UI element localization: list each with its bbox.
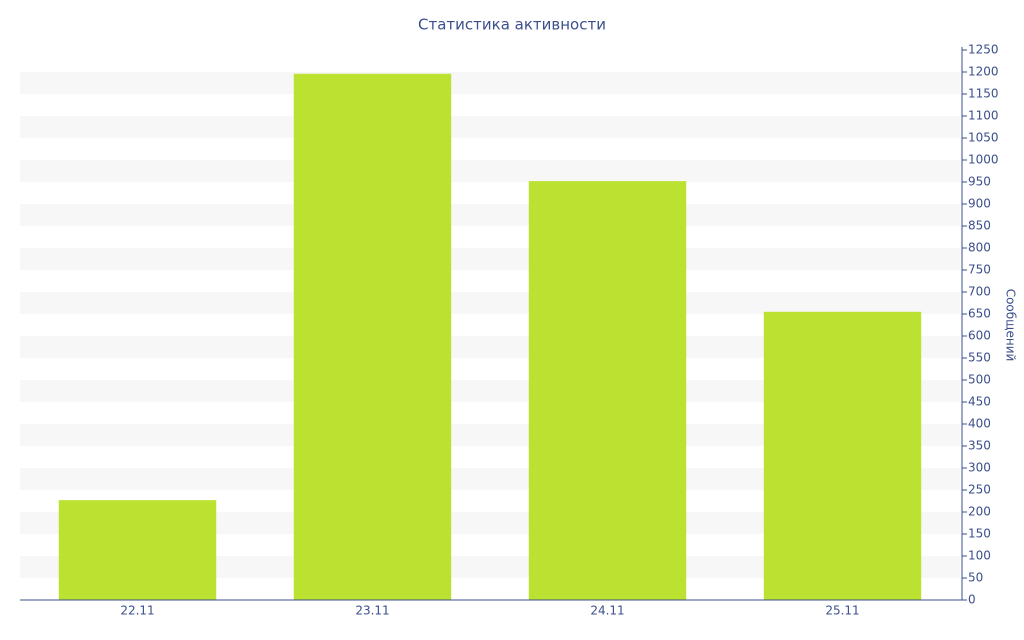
y-tick-label: 450 bbox=[968, 395, 991, 409]
y-tick-label: 650 bbox=[968, 307, 991, 321]
y-tick-label: 850 bbox=[968, 219, 991, 233]
y-tick-label: 50 bbox=[968, 571, 983, 585]
y-tick-label: 1100 bbox=[968, 109, 999, 123]
grid-band bbox=[20, 512, 960, 534]
grid-band bbox=[20, 116, 960, 138]
chart-title: Статистика активности bbox=[418, 16, 606, 34]
grid-band bbox=[20, 72, 960, 94]
x-tick-label: 23.11 bbox=[355, 604, 389, 618]
y-tick-label: 0 bbox=[968, 593, 976, 607]
x-tick-label: 25.11 bbox=[825, 604, 859, 618]
x-tick-label: 22.11 bbox=[120, 604, 154, 618]
y-tick-label: 250 bbox=[968, 483, 991, 497]
bar bbox=[763, 311, 922, 600]
grid-band bbox=[20, 336, 960, 358]
y-tick-label: 950 bbox=[968, 175, 991, 189]
y-tick-label: 400 bbox=[968, 417, 991, 431]
y-tick-label: 350 bbox=[968, 439, 991, 453]
y-tick-label: 1150 bbox=[968, 87, 999, 101]
grid-band bbox=[20, 248, 960, 270]
grid-band bbox=[20, 204, 960, 226]
y-tick-label: 1000 bbox=[968, 153, 999, 167]
grid-band bbox=[20, 468, 960, 490]
y-tick-label: 750 bbox=[968, 263, 991, 277]
grid-band bbox=[20, 160, 960, 182]
x-tick-label: 24.11 bbox=[590, 604, 624, 618]
y-tick-label: 550 bbox=[968, 351, 991, 365]
y-tick-label: 150 bbox=[968, 527, 991, 541]
y-tick-label: 1050 bbox=[968, 131, 999, 145]
bar bbox=[58, 500, 217, 600]
grid-band bbox=[20, 556, 960, 578]
y-tick-label: 900 bbox=[968, 197, 991, 211]
y-axis-label: Сообщений bbox=[1004, 289, 1018, 362]
y-tick-label: 700 bbox=[968, 285, 991, 299]
y-tick-label: 1250 bbox=[968, 43, 999, 57]
grid-band bbox=[20, 292, 960, 314]
y-tick-label: 600 bbox=[968, 329, 991, 343]
y-tick-label: 500 bbox=[968, 373, 991, 387]
y-tick-label: 1200 bbox=[968, 65, 999, 79]
grid-band bbox=[20, 380, 960, 402]
grid-band bbox=[20, 424, 960, 446]
bar bbox=[293, 73, 452, 600]
bar bbox=[528, 181, 687, 600]
y-tick-label: 100 bbox=[968, 549, 991, 563]
y-tick-label: 800 bbox=[968, 241, 991, 255]
y-tick-label: 300 bbox=[968, 461, 991, 475]
y-tick-label: 200 bbox=[968, 505, 991, 519]
